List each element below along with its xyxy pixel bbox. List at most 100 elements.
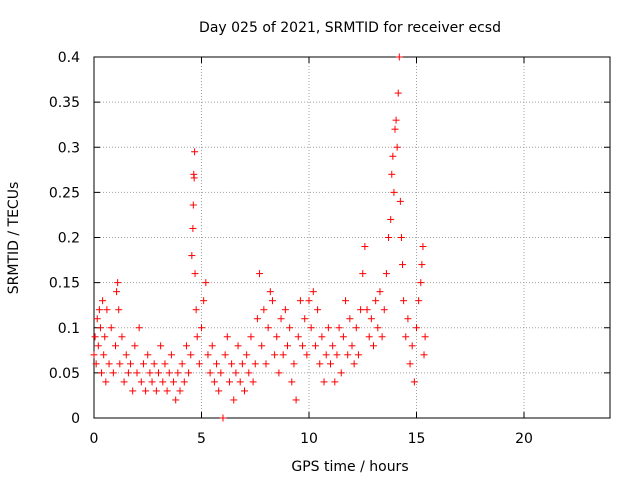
data-point: [182, 342, 190, 350]
data-point: [189, 201, 197, 209]
data-point: [288, 378, 296, 386]
data-point: [268, 297, 276, 305]
data-point: [127, 360, 135, 368]
data-point: [273, 333, 281, 341]
data-point: [251, 360, 259, 368]
data-point: [354, 351, 362, 359]
data-point: [93, 315, 101, 323]
chart-title: Day 025 of 2021, SRMTID for receiver ecs…: [199, 20, 501, 36]
data-point: [200, 297, 208, 305]
data-point: [275, 369, 283, 377]
data-point: [339, 333, 347, 341]
data-point: [388, 170, 396, 178]
data-point: [178, 360, 186, 368]
data-point: [215, 387, 223, 395]
data-point: [210, 378, 218, 386]
y-tick-label: 0.05: [49, 366, 80, 382]
data-point: [318, 333, 326, 341]
data-point: [114, 279, 122, 287]
data-point: [299, 342, 307, 350]
data-point: [232, 369, 240, 377]
data-point: [387, 215, 395, 223]
data-point: [112, 342, 119, 350]
data-point: [329, 342, 337, 350]
data-point: [101, 333, 109, 341]
data-point: [243, 351, 251, 359]
data-point: [107, 324, 115, 332]
data-point: [344, 351, 352, 359]
y-tick-label: 0: [71, 411, 80, 427]
data-point: [142, 387, 150, 395]
x-tick-label: 5: [197, 431, 206, 447]
data-point: [396, 197, 404, 205]
y-tick-label: 0.2: [58, 231, 80, 247]
data-point: [118, 333, 126, 341]
data-point: [221, 351, 229, 359]
data-point: [296, 297, 304, 305]
data-point: [219, 414, 227, 422]
data-point: [167, 351, 175, 359]
data-point: [245, 369, 253, 377]
data-point: [271, 351, 279, 359]
data-point: [187, 351, 195, 359]
data-point: [236, 378, 244, 386]
data-point: [185, 369, 193, 377]
data-point: [399, 261, 407, 269]
data-point: [327, 360, 334, 368]
data-point: [361, 243, 369, 251]
data-point: [316, 360, 324, 368]
data-point: [406, 360, 414, 368]
data-point: [91, 333, 99, 341]
data-point: [410, 378, 418, 386]
data-point: [206, 369, 214, 377]
data-point: [311, 342, 319, 350]
data-point: [415, 297, 423, 305]
data-point: [335, 324, 343, 332]
grid: [94, 57, 610, 418]
data-point: [400, 297, 408, 305]
data-point: [279, 351, 287, 359]
data-point: [260, 306, 268, 314]
data-point: [393, 143, 401, 151]
y-tick-label: 0.3: [58, 140, 80, 156]
data-point: [172, 396, 180, 404]
data-point: [96, 324, 104, 332]
data-point: [94, 342, 102, 350]
data-point: [202, 279, 210, 287]
data-point: [230, 396, 238, 404]
data-point: [305, 297, 313, 305]
data-point: [395, 53, 403, 61]
data-point: [337, 369, 345, 377]
data-point: [122, 351, 130, 359]
y-tick-label: 0.35: [49, 95, 80, 111]
data-point: [284, 342, 291, 350]
data-point: [234, 342, 242, 350]
data-point: [390, 188, 398, 196]
data-point: [129, 387, 137, 395]
data-point: [228, 360, 236, 368]
data-point: [238, 360, 246, 368]
data-point: [331, 378, 339, 386]
data-point: [346, 315, 354, 323]
data-point: [262, 360, 270, 368]
data-point: [148, 378, 156, 386]
data-point: [124, 369, 132, 377]
data-point: [376, 288, 384, 296]
data-point: [170, 378, 178, 386]
data-point: [191, 270, 199, 278]
data-point: [190, 174, 198, 182]
data-point: [320, 378, 328, 386]
data-point: [359, 270, 367, 278]
data-point: [357, 306, 365, 314]
data-point: [324, 324, 332, 332]
data-point: [133, 369, 141, 377]
data-point: [195, 360, 203, 368]
data-point: [116, 360, 124, 368]
data-point: [266, 288, 274, 296]
data-point: [225, 378, 233, 386]
data-point: [113, 288, 121, 296]
data-point: [249, 378, 257, 386]
data-point: [247, 333, 255, 341]
data-point: [150, 360, 158, 368]
data-point: [204, 351, 212, 359]
